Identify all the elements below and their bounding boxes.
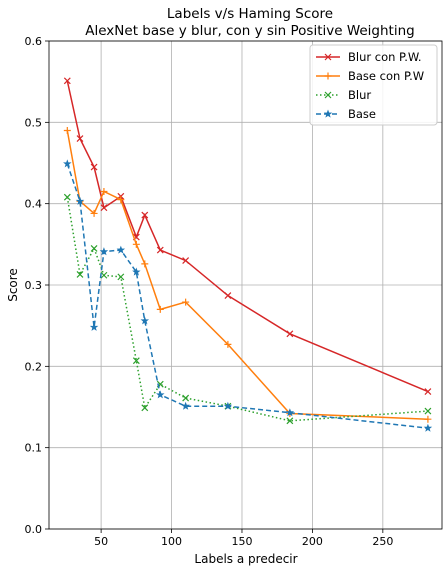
- series-line: [66, 163, 428, 429]
- data-point: [424, 388, 432, 395]
- data-point: [132, 267, 141, 276]
- data-point: [117, 273, 125, 281]
- chart-subtitle: AlexNet base y blur, con y sin Positive …: [85, 23, 414, 39]
- data-point: [156, 246, 164, 254]
- data-point: [224, 292, 232, 299]
- legend-marker: [324, 53, 332, 61]
- data-point: [286, 417, 294, 425]
- data-point: [182, 298, 190, 306]
- x-tick-label: 250: [372, 535, 393, 548]
- series-2: [63, 193, 432, 425]
- x-tick-label: 200: [302, 535, 323, 548]
- legend-marker: [324, 91, 332, 99]
- legend-label: Blur con P.W.: [348, 50, 422, 64]
- data-point: [141, 211, 149, 219]
- y-tick-label: 0.3: [25, 279, 43, 292]
- legend-box: [309, 44, 438, 126]
- y-tick-label: 0.0: [25, 523, 43, 536]
- data-point: [141, 260, 149, 268]
- x-tick-label: 150: [231, 535, 252, 548]
- legend-item: Base: [316, 107, 376, 121]
- data-point: [89, 322, 99, 331]
- y-tick-label: 0.2: [25, 360, 43, 373]
- data-point: [76, 271, 84, 278]
- y-tick-label: 0.6: [25, 35, 43, 48]
- data-point: [90, 244, 98, 252]
- series-0: [63, 77, 432, 395]
- data-point: [141, 404, 149, 412]
- y-axis-label: Score: [6, 268, 20, 302]
- data-point: [224, 340, 232, 348]
- data-point: [63, 193, 71, 201]
- data-point: [100, 187, 108, 195]
- x-axis-label: Labels a predecir: [194, 552, 297, 566]
- data-point: [116, 245, 126, 254]
- data-point: [90, 163, 98, 171]
- data-point: [156, 390, 165, 399]
- data-point: [76, 135, 84, 143]
- data-point: [117, 196, 125, 204]
- legend-marker: [323, 109, 333, 118]
- legend-item: Blur: [316, 88, 371, 102]
- x-tick-label: 50: [94, 535, 108, 548]
- data-point: [100, 271, 108, 279]
- series-3: [63, 159, 433, 432]
- y-tick-label: 0.4: [25, 198, 43, 211]
- series-line: [66, 130, 428, 420]
- legend-item: Blur con P.W.: [316, 50, 422, 64]
- data-point: [285, 408, 295, 417]
- legend-item: Base con P.W: [316, 69, 424, 83]
- y-tick-label: 0.1: [25, 442, 43, 455]
- series-line: [66, 197, 428, 422]
- data-point: [132, 357, 140, 365]
- data-point: [181, 401, 190, 410]
- chart-title: Labels v/s Haming Score: [167, 6, 333, 22]
- legend: Blur con P.W. Base con P.W Blur Base: [309, 44, 438, 126]
- data-point: [423, 423, 433, 432]
- data-point: [99, 247, 109, 256]
- data-point: [182, 394, 190, 402]
- data-point: [75, 196, 85, 205]
- data-point: [63, 77, 71, 85]
- data-point: [63, 126, 71, 134]
- data-point: [132, 240, 140, 248]
- data-point: [100, 204, 108, 212]
- data-point: [424, 415, 432, 423]
- y-tick-label: 0.5: [25, 116, 43, 129]
- legend-label: Base: [348, 107, 376, 121]
- data-point: [90, 209, 98, 217]
- data-point: [223, 401, 233, 410]
- data-point: [140, 316, 150, 325]
- data-point: [156, 305, 164, 313]
- series-group: [63, 77, 433, 432]
- legend-label: Blur: [348, 88, 371, 102]
- legend-marker: [324, 72, 332, 80]
- axis-ticks: 50 100 150 200 250 0.0 0.1 0.2 0.3 0.4 0.5 0.6: [25, 35, 394, 548]
- data-point: [286, 330, 294, 338]
- data-point: [182, 257, 190, 265]
- data-point: [63, 159, 72, 168]
- x-tick-label: 100: [161, 535, 182, 548]
- legend-label: Base con P.W: [348, 69, 424, 83]
- series-line: [66, 80, 429, 393]
- data-point: [424, 407, 432, 415]
